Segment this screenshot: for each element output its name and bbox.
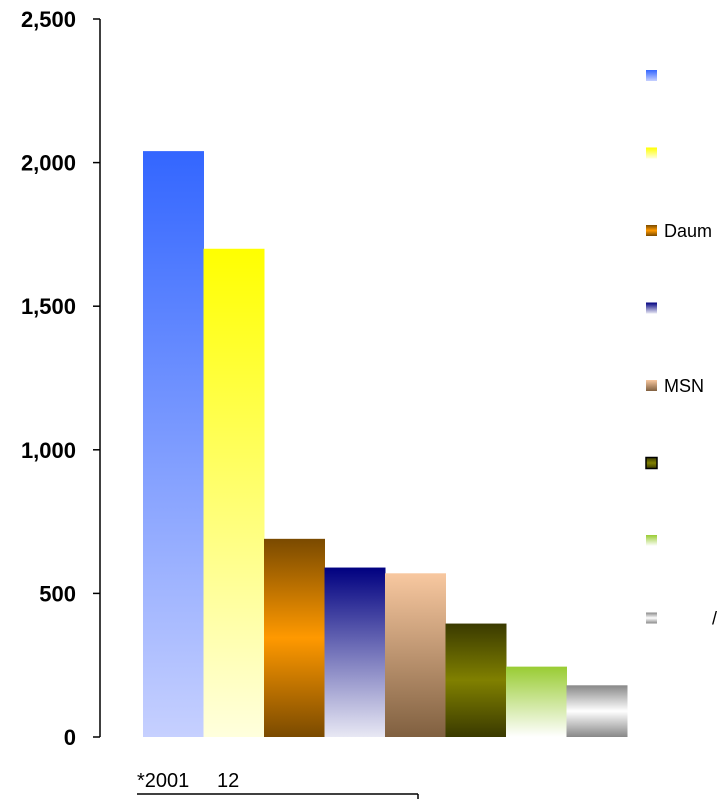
legend-swatch [646,225,657,236]
legend-swatch [646,612,657,624]
legend-label: / [712,609,717,629]
legend-swatch [646,535,657,546]
legend: Daum MSN / [645,70,717,629]
legend-swatch [645,456,658,470]
bar [445,623,507,737]
legend-label: MSN [664,376,704,396]
y-tick-label: 2,500 [21,7,76,32]
footnote-text: *2001 12 [137,770,239,792]
legend-label: Daum [664,221,712,241]
y-tick-label: 500 [39,581,76,606]
y-tick-label: 1,500 [21,294,76,319]
legend-swatch [646,302,657,314]
legend-swatch [646,70,657,81]
bar [143,151,204,737]
bar [506,666,567,737]
bar [385,573,446,737]
legend-swatch [646,380,657,391]
footnote-group: *2001 12 [137,770,419,799]
bars [143,151,628,737]
y-tick-label: 1,000 [21,438,76,463]
bar [264,538,325,737]
y-axis: 0 500 1,000 1,500 2,000 2,500 [21,7,101,750]
y-tick-label: 0 [64,725,76,750]
legend-swatch [646,147,657,159]
bar [566,685,628,737]
bar [324,567,386,737]
y-tick-label: 2,000 [21,151,76,176]
bar [203,248,265,737]
